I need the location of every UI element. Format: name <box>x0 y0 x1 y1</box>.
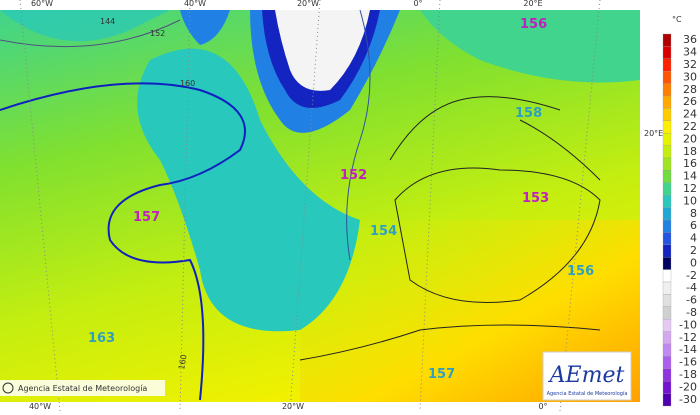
isoline-label: 160 <box>180 79 195 88</box>
colorbar-swatch <box>662 58 672 72</box>
lon-label: 20°W <box>297 0 319 8</box>
colorbar-swatch <box>662 393 672 407</box>
colorbar-swatch <box>662 356 672 369</box>
height-label: 156 <box>520 17 547 32</box>
colorbar-tick-label: -12 <box>679 331 697 344</box>
colorbar-tick-label: 22 <box>683 120 697 133</box>
colorbar-swatch <box>662 232 672 245</box>
colorbar-swatch <box>662 331 672 345</box>
colorbar-tick-label: 30 <box>683 70 697 83</box>
height-label: 163 <box>88 331 115 346</box>
colorbar-swatch <box>662 381 672 394</box>
colorbar-tick-label: -16 <box>679 356 697 369</box>
colorbar-tick-label: 36 <box>683 33 697 46</box>
isoline-label: 144 <box>100 17 115 26</box>
colorbar-swatch <box>662 33 672 47</box>
height-label: 152 <box>340 168 367 183</box>
height-label: 156 <box>567 264 594 279</box>
colorbar-swatch <box>662 170 672 183</box>
height-label: 157 <box>428 367 455 382</box>
colorbar-tick-label: 32 <box>683 58 697 71</box>
colorbar-swatch <box>662 71 672 84</box>
colorbar-swatch <box>662 294 672 307</box>
colorbar-tick-label: 28 <box>683 83 697 96</box>
colorbar-tick-label: -2 <box>686 269 697 282</box>
lon-label: 20°E <box>523 0 542 8</box>
colorbar-swatch <box>662 133 672 146</box>
colorbar-swatch <box>662 195 672 208</box>
lon-label: 0° <box>538 402 547 411</box>
lon-label: 40°W <box>29 402 51 411</box>
colorbar-swatch <box>662 182 672 196</box>
colorbar-swatch <box>662 219 672 233</box>
colorbar-tick-label: -8 <box>686 306 697 319</box>
logo: AEmet Agencia Estatal de Meteorología <box>542 351 632 401</box>
logo-name: AEmet <box>548 363 625 388</box>
colorbar-tick-label: -4 <box>686 281 697 294</box>
colorbar-swatch <box>662 145 672 159</box>
colorbar-swatch <box>662 269 672 283</box>
isoline-labels: 144 152 160 160 <box>100 17 195 370</box>
copyright-text: Agencia Estatal de Meteorología <box>18 384 147 393</box>
colorbar-swatch <box>662 207 672 221</box>
colorbar-tick-label: 20 <box>683 132 697 145</box>
height-label: 157 <box>133 210 160 225</box>
colorbar-swatch <box>662 95 672 109</box>
longitude-labels: 60°W 40°W 20°W 0° 20°E 40°W 20°W 0° 20°E <box>29 0 663 411</box>
colorbar-tick-label: 16 <box>683 157 697 170</box>
colorbar-unit: °C <box>672 15 682 24</box>
colorbar-swatch <box>662 306 672 320</box>
colorbar-tick-label: -14 <box>679 343 697 356</box>
colorbar: °C 363432302826242220181614121086420-2-4… <box>662 15 697 407</box>
colorbar-tick-label: 12 <box>683 182 697 195</box>
map <box>0 0 640 412</box>
colorbar-swatch <box>662 83 672 97</box>
colorbar-swatch <box>662 157 672 171</box>
colorbar-swatch <box>662 120 672 134</box>
copyright: Agencia Estatal de Meteorología <box>0 380 165 396</box>
lon-label: 20°W <box>282 402 304 411</box>
lon-label: 40°W <box>184 0 206 8</box>
colorbar-swatch <box>662 368 672 382</box>
colorbar-tick-label: -18 <box>679 368 697 381</box>
colorbar-tick-label: 8 <box>690 207 697 220</box>
colorbar-tick-label: 14 <box>683 170 697 183</box>
colorbar-tick-label: -10 <box>679 318 697 331</box>
colorbar-tick-label: 10 <box>683 194 697 207</box>
colorbar-swatch <box>662 46 672 59</box>
colorbar-tick-label: -30 <box>679 393 697 406</box>
colorbar-tick-label: 4 <box>690 232 697 245</box>
logo-subtitle: Agencia Estatal de Meteorología <box>547 390 628 397</box>
colorbar-tick-label: 24 <box>683 108 697 121</box>
height-label: 158 <box>515 106 542 121</box>
colorbar-tick-label: 26 <box>683 95 697 108</box>
height-label: 153 <box>522 191 549 206</box>
colorbar-swatch <box>662 257 672 270</box>
isoline-label: 160 <box>177 354 189 371</box>
isoline-label: 152 <box>150 29 165 38</box>
colorbar-tick-label: 6 <box>690 219 697 232</box>
colorbar-tick-label: 18 <box>683 145 697 158</box>
lon-label: 0° <box>413 0 422 8</box>
lon-label: 60°W <box>31 0 53 8</box>
colorbar-tick-label: -20 <box>679 380 697 393</box>
colorbar-tick-label: 34 <box>683 46 697 59</box>
height-label: 154 <box>370 224 397 239</box>
colorbar-tick-label: 0 <box>690 256 697 269</box>
colorbar-swatch <box>662 108 672 121</box>
colorbar-tick-label: 2 <box>690 244 697 257</box>
colorbar-tick-label: -6 <box>686 294 697 307</box>
height-labels: 156 158 152 157 153 154 156 163 157 <box>88 17 594 382</box>
colorbar-swatch <box>662 343 672 357</box>
colorbar-swatch <box>662 319 672 332</box>
colorbar-swatch <box>662 244 672 258</box>
colorbar-swatch <box>662 281 672 295</box>
lat-label: 20°E <box>644 129 663 138</box>
